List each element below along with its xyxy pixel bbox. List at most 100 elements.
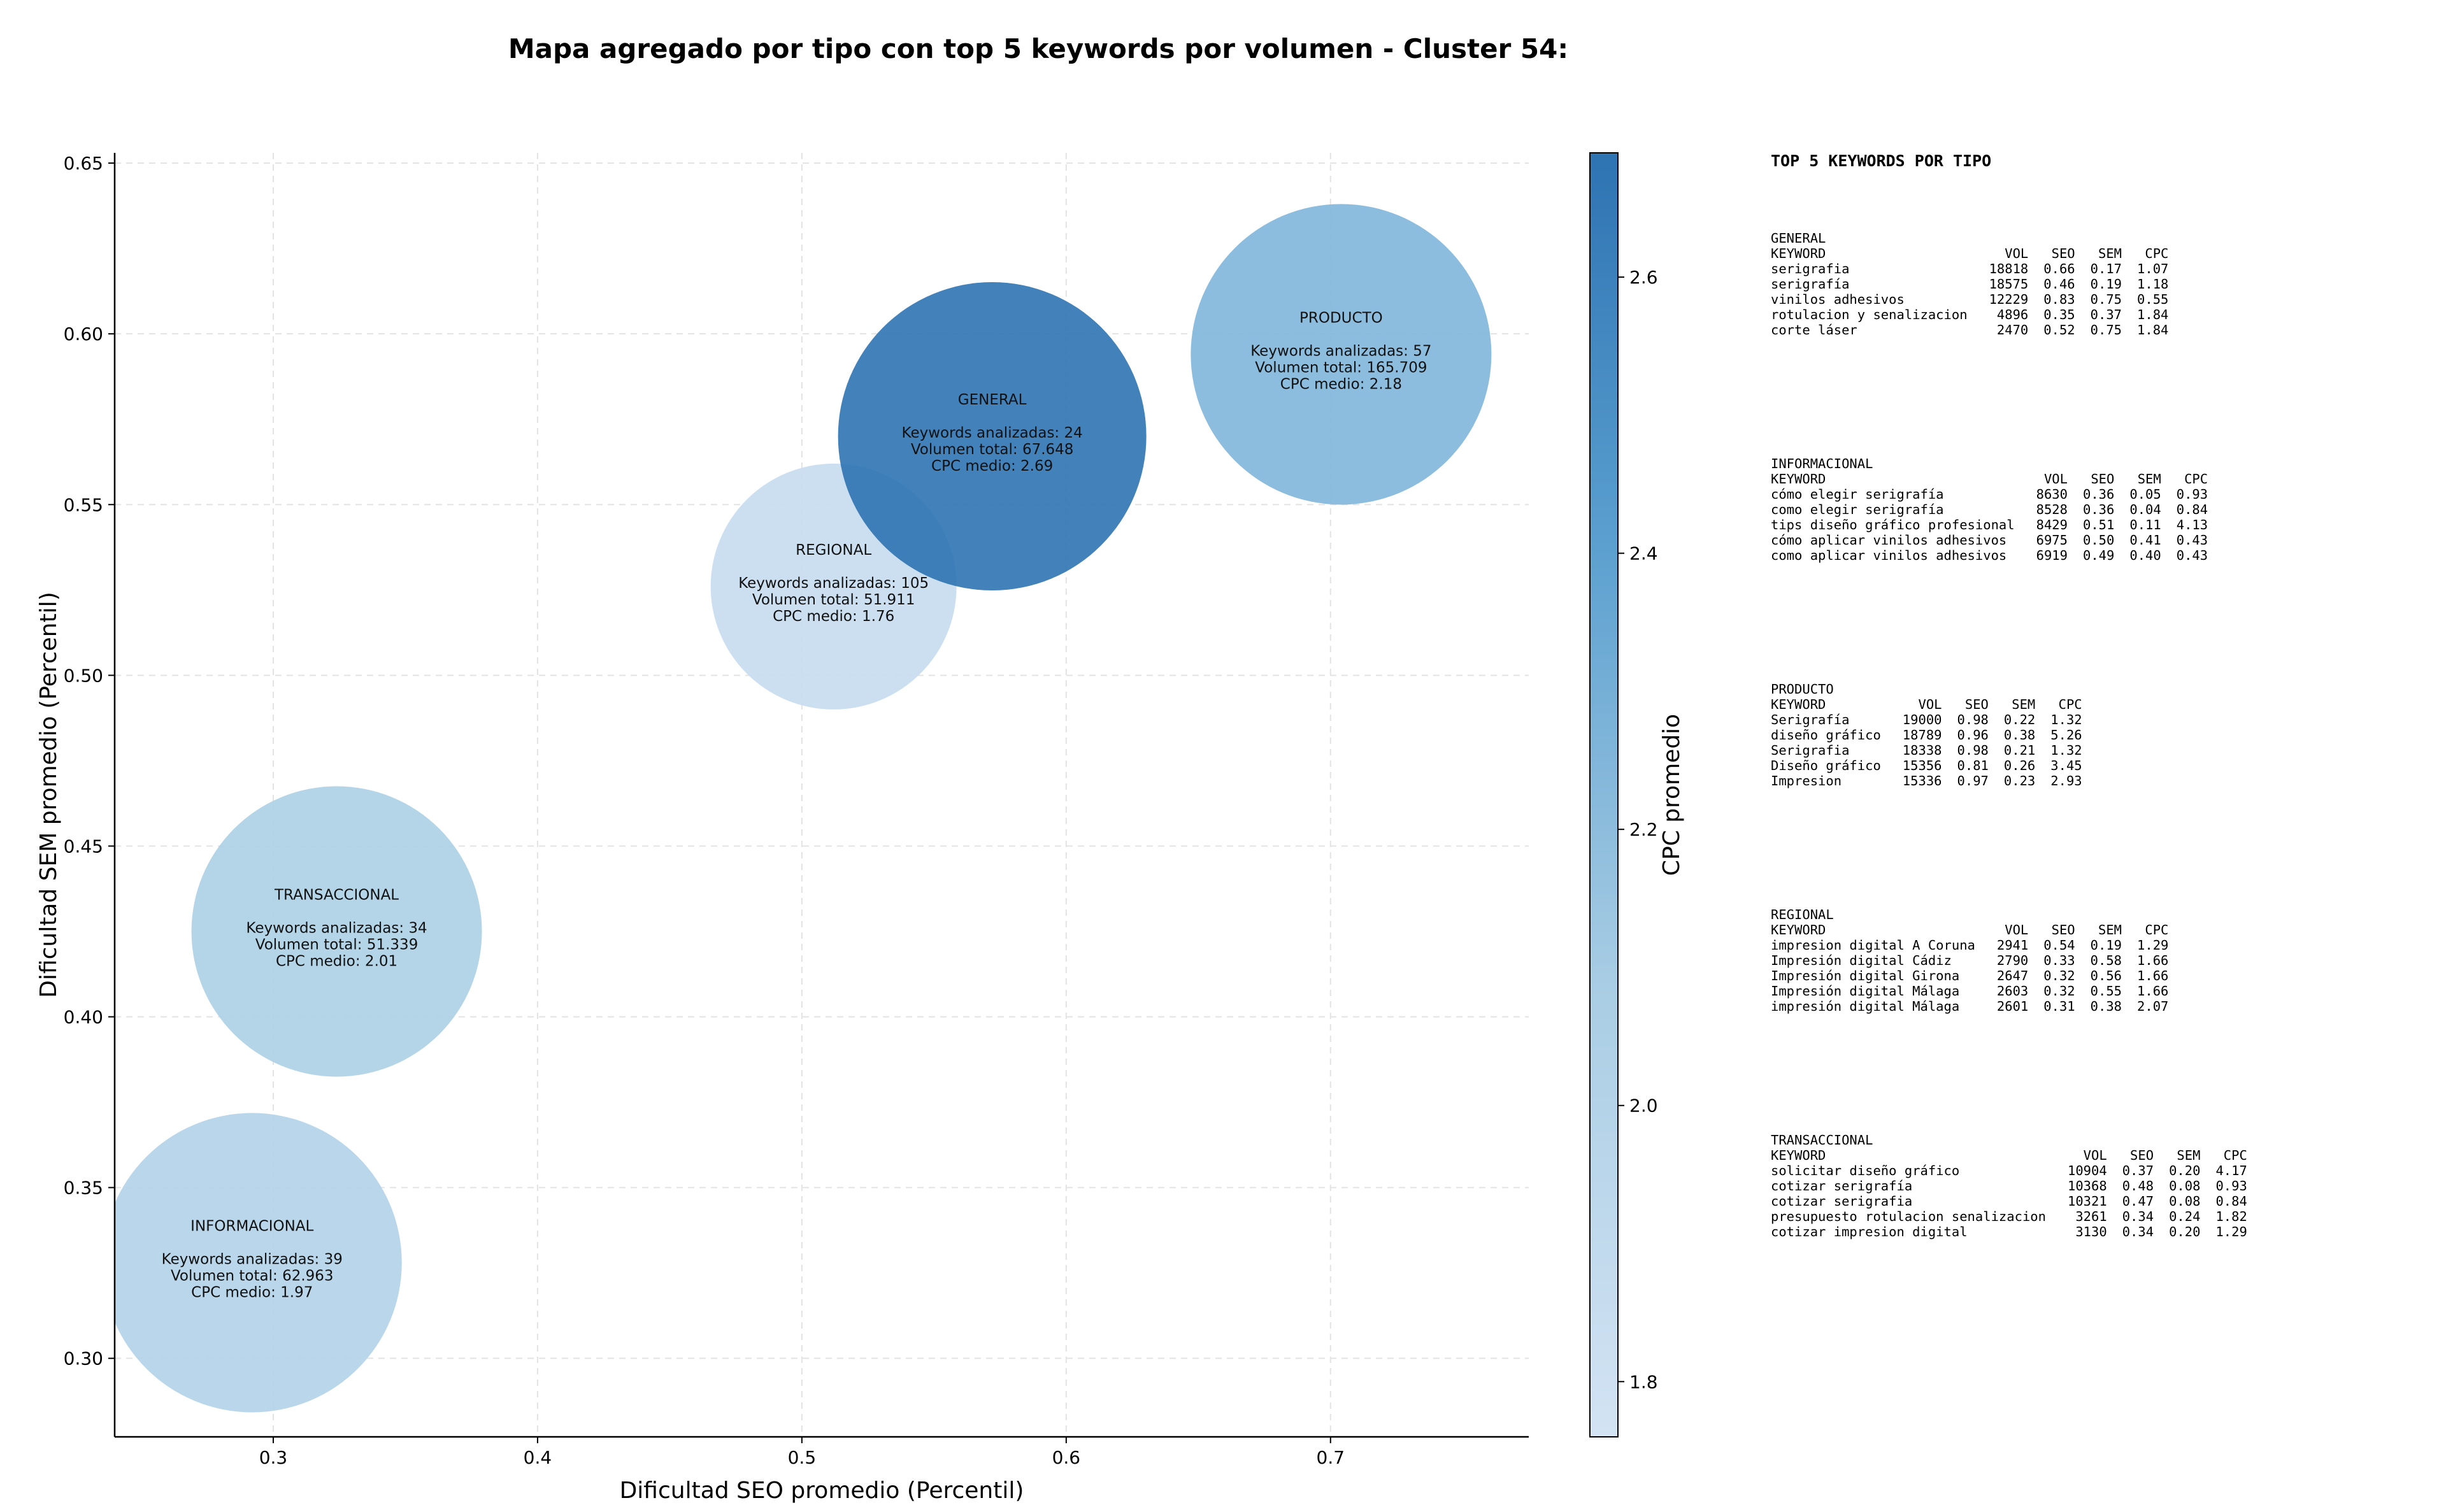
table-row: Impresion 15336 0.97 0.23 2.93 (1771, 773, 2082, 788)
table-row: vinilos adhesivos 12229 0.83 0.75 0.55 (1771, 292, 2168, 307)
colorbar-tick-label: 2.4 (1629, 543, 1658, 564)
y-tick-label: 0.40 (64, 1007, 103, 1028)
table-row: cotizar serigrafía 10368 0.48 0.08 0.93 (1771, 1178, 2247, 1194)
table-cell: 0.84 (2176, 502, 2208, 517)
axis-layer: 0.3 0.4 0.5 0.6 0.7 0.30 0.35 0.40 0.45 0.50 0.55 0… (36, 153, 1529, 1504)
table-cell: 0.40 (2129, 548, 2161, 563)
table-header-row: KEYWORD VOL SEO SEM CPC (1771, 922, 2168, 938)
group-name: INFORMACIONAL (1771, 456, 1873, 471)
table-cell: Impresión digital Girona (1771, 968, 1960, 983)
y-axis-label: Dificultad SEM promedio (Percentil) (36, 592, 62, 998)
table-cell: 4896 (1996, 307, 2029, 322)
table-cell: 0.38 (2003, 727, 2036, 743)
table-cell: 1.84 (2137, 307, 2169, 322)
group-name: REGIONAL (1771, 907, 1834, 922)
table-row: cotizar impresion digital 3130 0.34 0.20 1.2… (1771, 1224, 2247, 1239)
table-cell: 0.36 (2082, 502, 2115, 517)
y-tick-label: 0.50 (64, 665, 103, 686)
table-cell: 2790 (1996, 953, 2029, 968)
table-cell: 0.98 (1957, 712, 1989, 727)
table-cell: 0.38 (2090, 999, 2122, 1014)
table-cell: impresion digital A Coruna (1771, 938, 1975, 953)
table-cell: 0.19 (2090, 938, 2122, 953)
table-cell: 0.75 (2090, 292, 2122, 307)
bubble-stat-label: Volumen total: 62.963 (171, 1268, 334, 1285)
table-cell: como elegir serigrafía (1771, 502, 1944, 517)
table-cell: 0.35 (2043, 307, 2075, 322)
column-header: CPC (2145, 922, 2169, 938)
table-cell: Diseño gráfico (1771, 758, 1881, 773)
group-name-row: REGIONAL (1771, 907, 2168, 922)
table-cell: 0.32 (2043, 968, 2075, 983)
table-cell: 2941 (1996, 938, 2029, 953)
table-row: impresion digital A Coruna 2941 0.54 0.19 1.… (1771, 938, 2168, 953)
table-cell: 1.32 (2050, 743, 2082, 758)
colorbar-gradient (1589, 152, 1619, 1437)
table-cell: corte láser (1771, 322, 1857, 338)
table-cell: Serigrafia (1771, 743, 1850, 758)
bubble-stat-label: Keywords analizadas: 39 (162, 1252, 343, 1268)
y-tick-label: 0.60 (64, 324, 103, 345)
table-row: solicitar diseño gráfico 10904 0.37 0.20 4.1… (1771, 1163, 2247, 1178)
table-cell: cotizar impresion digital (1771, 1224, 1968, 1239)
table-cell: Impresión digital Cádiz (1771, 953, 1952, 968)
table-cell: 3130 (2075, 1224, 2107, 1239)
column-header: SEO (1964, 697, 1989, 712)
colorbar-tick-label: 2.2 (1629, 819, 1658, 840)
table-cell: 1.07 (2137, 261, 2169, 276)
table-cell: 4.13 (2176, 517, 2208, 532)
table-cell: 8630 (2036, 487, 2068, 502)
x-tick-label: 0.5 (788, 1447, 817, 1468)
table-row: Impresión digital Girona 2647 0.32 0.56 1.66 (1771, 968, 2168, 983)
table-cell: serigrafia (1771, 261, 1850, 276)
table-cell: 0.11 (2129, 517, 2161, 532)
table-cell: cotizar serigrafia (1771, 1194, 1913, 1209)
table-cell: 1.66 (2137, 953, 2169, 968)
table-cell: 0.66 (2043, 261, 2075, 276)
table-cell: 1.29 (2137, 938, 2169, 953)
table-cell: 3.45 (2050, 758, 2082, 773)
column-header: CPC (2184, 471, 2208, 487)
y-tick-label: 0.55 (64, 494, 103, 515)
table-header-row: KEYWORD VOL SEO SEM CPC (1771, 246, 2168, 261)
bubble-stat-label: CPC medio: 2.01 (276, 953, 397, 969)
bubble-name-label: REGIONAL (796, 542, 871, 559)
y-tick-label: 0.45 (64, 836, 103, 857)
table-cell: 0.43 (2176, 532, 2208, 548)
table-cell: Impresión digital Málaga (1771, 983, 1960, 999)
table-row: Serigrafía 19000 0.98 0.22 1.32 (1771, 712, 2082, 727)
table-cell: 0.36 (2082, 487, 2115, 502)
table-cell: 2470 (1996, 322, 2029, 338)
column-header: SEM (2137, 471, 2161, 487)
table-row: presupuesto rotulacion senalizacion 3261 0… (1771, 1209, 2247, 1224)
bubble-transaccional (191, 786, 482, 1077)
column-header: VOL (2083, 1148, 2107, 1163)
table-cell: 2647 (1996, 968, 2029, 983)
colorbar-label: CPC promedio (1659, 714, 1685, 876)
table-cell: 0.20 (2169, 1163, 2201, 1178)
bubble-stat-label: CPC medio: 2.69 (931, 458, 1053, 474)
table-cell: 0.34 (2122, 1209, 2154, 1224)
bubble-name-label: PRODUCTO (1299, 310, 1383, 326)
table-cell: 0.81 (1957, 758, 1989, 773)
column-header: KEYWORD (1771, 1148, 1826, 1163)
column-header: SEM (2177, 1148, 2201, 1163)
table-cell: 6975 (2036, 532, 2068, 548)
table-cell: 0.17 (2090, 261, 2122, 276)
table-cell: 0.22 (2003, 712, 2036, 727)
group-name: PRODUCTO (1771, 681, 1834, 697)
x-tick-label: 0.3 (259, 1447, 288, 1468)
column-header: SEM (2012, 697, 2036, 712)
bubble-producto (1191, 204, 1492, 505)
bubble-stat-label: CPC medio: 2.18 (1280, 376, 1402, 392)
x-axis-label: Dificultad SEO promedio (Percentil) (620, 1478, 1024, 1504)
keywords-table-regional: REGIONAL KEYWORD VOL SEO SEM CPC impresion dig… (1771, 907, 2168, 1014)
table-cell: 0.08 (2169, 1178, 2201, 1194)
column-header: SEM (2098, 922, 2122, 938)
table-cell: solicitar diseño gráfico (1771, 1163, 1960, 1178)
table-cell: 0.37 (2122, 1163, 2154, 1178)
table-cell: 0.49 (2082, 548, 2115, 563)
bubble-stat-label: Volumen total: 67.648 (911, 441, 1074, 458)
table-row: cómo aplicar vinilos adhesivos 6975 0.50 0.… (1771, 532, 2208, 548)
table-cell: 1.66 (2137, 983, 2169, 999)
